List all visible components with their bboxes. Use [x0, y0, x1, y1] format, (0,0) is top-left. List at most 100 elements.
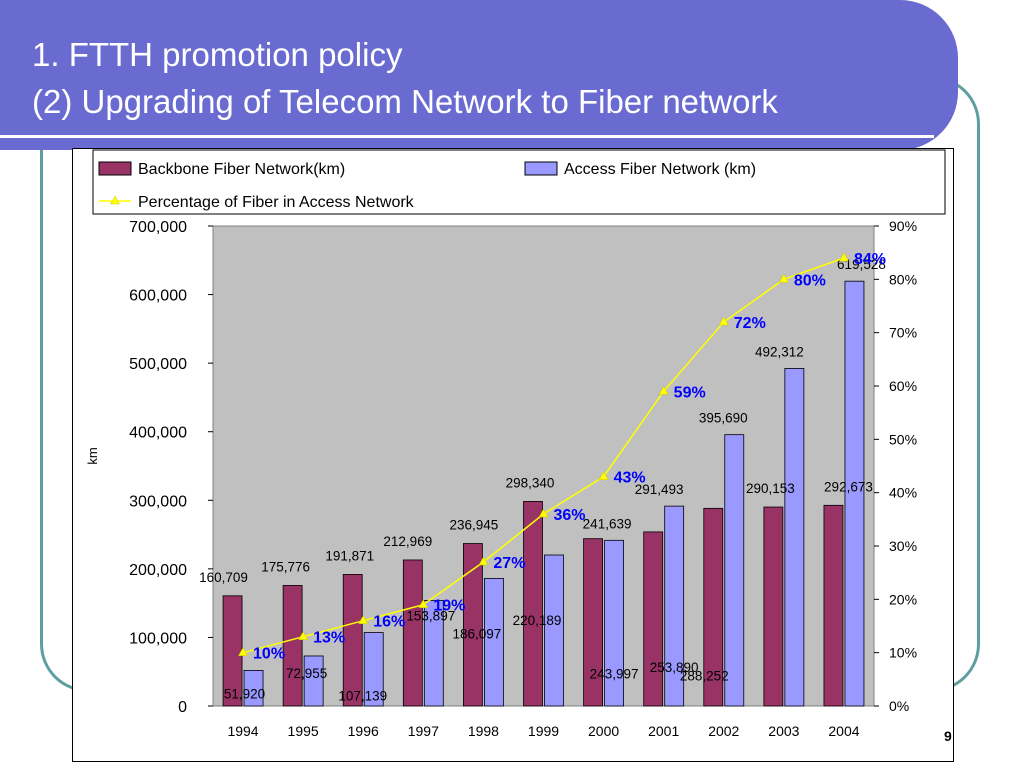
y-axis-tick-label: 700,000: [129, 219, 187, 236]
percentage-marker: [358, 615, 369, 624]
percentage-data-label: 10%: [253, 646, 285, 663]
backbone-data-label: 243,997: [590, 667, 639, 682]
x-axis-tick-label: 1999: [528, 723, 559, 739]
chart-container: 0 100,000 200,000 300,000 400,000 500,000 600,…: [72, 148, 954, 762]
backbone-bar: [282, 585, 303, 707]
y-axis-tick-label: 200,000: [129, 562, 187, 579]
backbone-data-label: 212,969: [383, 534, 432, 549]
backbone-bar: [703, 507, 724, 707]
backbone-bar: [823, 504, 844, 707]
legend-label-percentage: Percentage of Fiber in Access Network: [138, 194, 415, 211]
y-axis-tick-label: 100,000: [129, 630, 187, 647]
access-bar: [724, 434, 745, 707]
percentage-marker: [718, 316, 729, 326]
access-data-label: 395,690: [699, 411, 748, 426]
percentage-data-label: 43%: [614, 470, 646, 487]
percentage-data-label: 27%: [493, 555, 525, 572]
percentage-data-label: 84%: [854, 251, 886, 268]
backbone-data-label: 292,673: [824, 479, 873, 494]
y2-axis-tick-label: 30%: [889, 538, 917, 554]
title-band: 1. FTTH promotion policy (2) Upgrading o…: [0, 0, 958, 150]
backbone-data-label: 160,709: [199, 570, 248, 585]
x-axis-tick-label: 1995: [288, 723, 319, 739]
y2-axis-tick-label: 50%: [889, 431, 917, 447]
access-data-label: 241,639: [583, 516, 632, 531]
legend-box: [92, 149, 946, 215]
percentage-data-label: 13%: [313, 630, 345, 647]
legend-swatch-percentage-marker: [110, 195, 120, 205]
percentage-marker: [298, 631, 309, 640]
percentage-marker: [598, 471, 609, 480]
backbone-data-label: 253,890: [650, 660, 699, 675]
backbone-bar: [342, 574, 363, 707]
page-number: 9: [944, 728, 952, 744]
access-data-label: 492,312: [755, 344, 804, 359]
percentage-marker: [778, 273, 789, 283]
y-axis-tick-label: 600,000: [129, 288, 187, 305]
legend-label-backbone: Backbone Fiber Network(km): [138, 161, 345, 178]
y2-axis-tick-label: 20%: [889, 591, 917, 607]
legend-swatch-backbone: [98, 161, 132, 176]
access-data-label: 72,955: [286, 666, 327, 681]
percentage-marker: [839, 252, 849, 262]
y2-axis-tick-label: 60%: [889, 378, 917, 394]
legend-label-access: Access Fiber Network (km): [564, 161, 756, 178]
access-data-label: 153,897: [406, 608, 455, 623]
percentage-data-label: 36%: [554, 507, 586, 524]
y2-axis-tick-label: 0%: [889, 698, 909, 714]
backbone-data-label: 288,252: [680, 668, 729, 683]
percentage-marker: [538, 508, 549, 518]
access-data-label: 51,920: [224, 686, 265, 701]
backbone-data-label: 191,871: [325, 548, 374, 563]
y2-axis-tick-label: 70%: [889, 325, 917, 341]
x-axis-tick-label: 1998: [468, 723, 499, 739]
access-data-label: 107,139: [338, 689, 387, 704]
percentage-data-label: 59%: [674, 384, 706, 401]
slide-title: 1. FTTH promotion policy: [32, 36, 403, 73]
access-data-label: 619,528: [837, 257, 886, 272]
backbone-data-label: 236,945: [450, 518, 499, 533]
access-data-label: 291,493: [635, 482, 684, 497]
x-axis-tick-label: 1996: [348, 723, 379, 739]
percentage-data-label: 19%: [433, 598, 465, 615]
backbone-bar: [763, 506, 784, 707]
access-bar: [303, 655, 324, 707]
access-bar: [484, 577, 504, 707]
access-bar: [784, 368, 805, 707]
y2-axis-tick-label: 10%: [889, 645, 917, 661]
backbone-bar: [523, 501, 543, 707]
y-axis-tick-label: 0: [178, 699, 187, 716]
x-axis-tick-label: 2000: [588, 723, 619, 739]
access-data-label: 186,097: [453, 626, 502, 641]
backbone-data-label: 175,776: [261, 559, 310, 574]
y2-axis-tick-label: 80%: [889, 271, 917, 287]
access-bar: [544, 554, 564, 707]
y-axis-title: km: [85, 447, 100, 464]
percentage-marker: [658, 385, 669, 395]
y2-axis-tick-label: 40%: [889, 485, 917, 501]
y-axis-tick-label: 400,000: [129, 425, 187, 442]
backbone-data-label: 290,153: [746, 481, 795, 496]
backbone-data-label: 298,340: [506, 475, 555, 490]
access-bar: [363, 632, 384, 707]
access-bar: [243, 669, 264, 707]
access-bar: [844, 280, 865, 707]
access-data-label: 220,189: [513, 613, 562, 628]
x-axis-tick-label: 2004: [828, 723, 859, 739]
y2-axis-tick-label: 90%: [889, 218, 917, 234]
title-underline: [0, 135, 934, 138]
legend-swatch-access: [524, 161, 558, 176]
fiber-network-chart: 0 100,000 200,000 300,000 400,000 500,000 600,…: [85, 149, 946, 739]
backbone-bar: [583, 538, 603, 707]
percentage-marker: [418, 599, 429, 608]
y-axis-tick-label: 300,000: [129, 493, 187, 510]
x-axis-tick-label: 2003: [768, 723, 799, 739]
x-axis-tick-label: 1997: [408, 723, 439, 739]
y-axis-tick-label: 500,000: [129, 356, 187, 373]
access-bar: [604, 539, 624, 707]
percentage-data-label: 72%: [734, 315, 766, 332]
backbone-bar: [402, 559, 423, 707]
x-axis-tick-label: 2001: [648, 723, 679, 739]
percentage-data-label: 80%: [794, 272, 826, 289]
x-axis-tick-label: 2002: [708, 723, 739, 739]
